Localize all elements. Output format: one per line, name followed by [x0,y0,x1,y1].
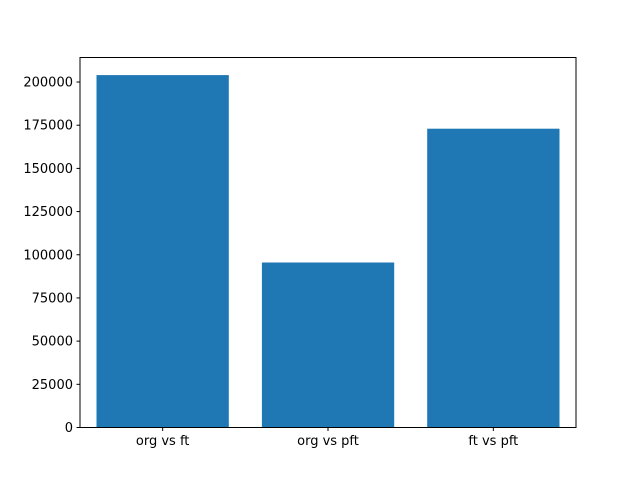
y-tick-label: 0 [65,421,73,436]
bar [427,128,560,428]
y-tick-label: 200000 [23,76,73,91]
y-tick-label: 75000 [32,291,73,306]
y-tick-label: 25000 [32,378,73,393]
y-tick-label: 50000 [32,335,73,350]
bar [96,75,229,428]
y-tick-label: 100000 [23,248,73,263]
bar [261,262,395,428]
y-tick-label: 150000 [23,162,73,177]
y-tick-label: 175000 [23,119,73,134]
y-tick-label: 125000 [23,205,73,220]
x-tick-label: org vs ft [136,434,190,449]
x-tick-label: ft vs pft [468,434,518,449]
x-tick-label: org vs pft [297,434,359,449]
